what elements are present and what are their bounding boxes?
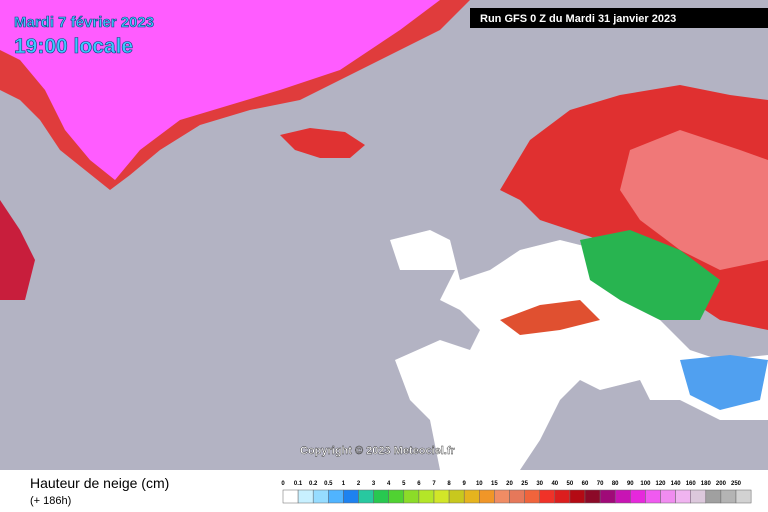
legend-swatch [463, 489, 480, 504]
legend-swatch [645, 489, 661, 504]
legend-level: 2 [357, 481, 361, 487]
run-banner [470, 8, 768, 28]
legend-level: 180 [701, 481, 712, 487]
legend-level: 30 [536, 481, 543, 487]
legend-swatch [554, 489, 571, 504]
legend-level: 25 [521, 481, 528, 487]
legend-level: 0.5 [324, 481, 333, 487]
labrador [0, 200, 35, 300]
legend-swatch [312, 489, 329, 504]
legend-level: 0 [281, 481, 285, 487]
legend-level: 60 [582, 481, 589, 487]
legend-level: 20 [506, 481, 513, 487]
legend-level: 0.2 [309, 481, 318, 487]
europe-land [390, 230, 768, 470]
legend-swatch [735, 489, 752, 504]
legend-swatch [614, 489, 631, 504]
legend-swatch [418, 489, 435, 504]
legend-level: 200 [716, 481, 727, 487]
legend-swatch [494, 489, 510, 504]
legend-swatch [539, 489, 556, 504]
legend-swatch [524, 489, 540, 504]
legend-swatch [282, 489, 299, 504]
legend-level: 140 [671, 481, 682, 487]
legend-level: 8 [447, 481, 451, 487]
legend-swatch [660, 489, 676, 504]
legend-level: 1 [342, 481, 346, 487]
greenland [0, 0, 440, 180]
legend-level: 5 [402, 481, 406, 487]
legend-level: 3 [372, 481, 376, 487]
legend-swatch [630, 489, 646, 504]
legend-swatch [569, 489, 586, 504]
legend-swatch [675, 489, 691, 504]
legend-swatch [690, 489, 707, 504]
legend-swatch [388, 489, 405, 504]
legend-level: 6 [417, 481, 421, 487]
russia-snow [620, 130, 768, 270]
legend-level: 4 [387, 481, 391, 487]
legend-swatch [448, 489, 465, 504]
legend-level: 70 [597, 481, 604, 487]
legend: 0 0.1 0.2 0.5 1 2 3 4 5 6 7 8 9 10 15 20 25 30 40 50 60 70 80 9… [281, 481, 752, 504]
date-label: Mardi 7 février 2023 [14, 14, 154, 31]
legend-level: 7 [432, 481, 436, 487]
legend-subtitle: (+ 186h) [30, 495, 71, 507]
legend-swatch [509, 489, 525, 504]
legend-swatch [720, 489, 737, 504]
legend-level: 50 [567, 481, 574, 487]
legend-swatch [584, 489, 601, 504]
central-snow [580, 230, 720, 320]
turkey-snow [680, 355, 768, 410]
legend-swatch [297, 489, 314, 504]
legend-swatch [705, 489, 722, 504]
legend-swatch [433, 489, 450, 504]
legend-level: 120 [655, 481, 666, 487]
legend-level: 100 [640, 481, 651, 487]
legend-swatch [403, 489, 420, 504]
legend-level: 40 [551, 481, 558, 487]
legend-swatch [479, 489, 495, 504]
legend-level: 10 [476, 481, 483, 487]
legend-level: 80 [612, 481, 619, 487]
hour-label: 19:00 locale [14, 35, 133, 58]
legend-level: 250 [731, 481, 742, 487]
copyright: Copyright © 2023 Meteociel.fr [300, 445, 456, 457]
legend-level: 90 [627, 481, 634, 487]
legend-swatch [599, 489, 616, 504]
legend-level: 9 [463, 481, 467, 487]
legend-swatch [343, 489, 359, 504]
legend-level: 15 [491, 481, 498, 487]
alps-snow [500, 300, 600, 335]
legend-swatch [358, 489, 374, 504]
run-label: Run GFS 0 Z du Mardi 31 janvier 2023 [480, 13, 676, 25]
iceland [280, 128, 365, 158]
legend-level: 0.1 [294, 481, 303, 487]
legend-title: Hauteur de neige (cm) [30, 475, 169, 491]
legend-level: 160 [686, 481, 697, 487]
legend-swatch [373, 489, 389, 504]
legend-swatch [328, 489, 344, 504]
